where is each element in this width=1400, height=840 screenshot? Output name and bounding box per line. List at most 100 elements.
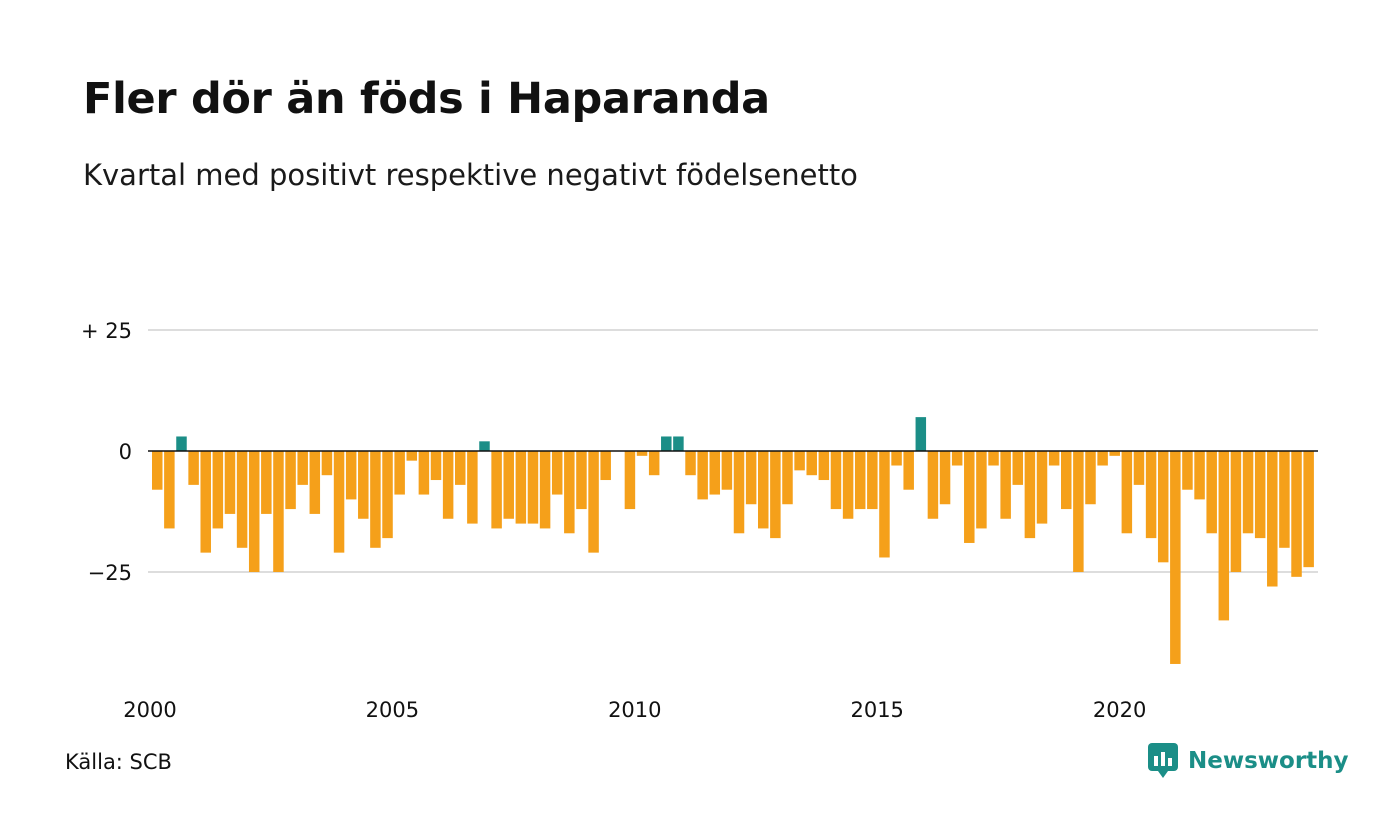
bar-negative (1157, 451, 1169, 563)
bar-negative (188, 451, 199, 485)
bar-negative (467, 451, 478, 524)
y-tick-label: −25 (88, 561, 132, 585)
bar-negative (1230, 451, 1242, 572)
bar-negative (1182, 451, 1193, 490)
newsworthy-logo-icon (1148, 743, 1178, 778)
bar-negative (576, 451, 587, 510)
bar-negative (527, 451, 539, 524)
x-tick-label: 2020 (1093, 698, 1146, 722)
bar-negative (442, 451, 454, 519)
bar-negative (345, 451, 357, 500)
bar-negative (685, 451, 696, 476)
y-tick-label: + 25 (81, 319, 132, 343)
bar-negative (1000, 451, 1011, 519)
bar-negative (1242, 451, 1254, 534)
bar-negative (1061, 451, 1072, 510)
bar-negative (903, 451, 914, 490)
x-tick-label: 2000 (123, 698, 176, 722)
brand-name: Newsworthy (1188, 748, 1349, 774)
bar-negative (321, 451, 333, 476)
bar-negative (1121, 451, 1133, 534)
grid-layer (148, 329, 1318, 573)
bar-negative (1024, 451, 1036, 539)
bar-negative (1073, 451, 1084, 572)
brand-logo: Newsworthy (1148, 743, 1349, 779)
bar-negative (285, 451, 296, 510)
x-tick-label: 2015 (850, 698, 903, 722)
bar-negative (406, 451, 418, 461)
bar-negative (939, 451, 951, 505)
bar-negative (1303, 451, 1314, 568)
bar-negative (236, 451, 248, 548)
bar-negative (745, 451, 757, 505)
bar-negative (333, 451, 345, 553)
bar-negative (1133, 451, 1145, 485)
x-tick-label: 2010 (608, 698, 661, 722)
bar-negative (309, 451, 321, 514)
bar-negative (758, 451, 769, 529)
bar-negative (879, 451, 890, 558)
bar-negative (430, 451, 442, 481)
bar-negative (539, 451, 551, 529)
bar-negative (891, 451, 902, 466)
bar-negative (1109, 451, 1120, 456)
bar-negative (1170, 451, 1181, 664)
bar-negative (624, 451, 636, 510)
bar-positive (176, 436, 187, 451)
bars-layer (152, 417, 1314, 664)
y-tick-label: 0 (119, 440, 132, 464)
bar-negative (806, 451, 817, 476)
bar-negative (1218, 451, 1230, 621)
bar-negative (1097, 451, 1108, 466)
bar-negative (600, 451, 611, 481)
bar-negative (721, 451, 733, 490)
source-note: Källa: SCB (65, 750, 172, 774)
bar-negative (1036, 451, 1048, 524)
bar-negative (382, 451, 393, 539)
bar-negative (152, 451, 163, 490)
bar-negative (782, 451, 793, 505)
bar-negative (370, 451, 381, 548)
bar-negative (927, 451, 939, 519)
bar-negative (964, 451, 975, 543)
bar-negative (1012, 451, 1024, 485)
bar-negative (164, 451, 175, 529)
chart-title: Fler dör än föds i Haparanda (83, 74, 770, 124)
bar-positive (661, 436, 672, 451)
bar-negative (988, 451, 999, 466)
bar-negative (1267, 451, 1278, 587)
bar-negative (1085, 451, 1096, 505)
bar-negative (394, 451, 405, 495)
bar-negative (976, 451, 987, 529)
bar-negative (830, 451, 842, 510)
x-tick-label: 2005 (366, 698, 419, 722)
bar-negative (588, 451, 599, 553)
bar-negative (273, 451, 284, 572)
bar-negative (818, 451, 830, 481)
bar-negative (733, 451, 745, 534)
chart-subtitle: Kvartal med positivt respektive negativt… (83, 158, 858, 192)
bar-positive (673, 436, 684, 451)
bar-negative (1048, 451, 1060, 466)
bar-negative (212, 451, 224, 529)
bar-negative (709, 451, 721, 495)
bar-negative (491, 451, 502, 529)
bar-negative (770, 451, 781, 539)
bar-negative (636, 451, 648, 456)
bar-negative (1291, 451, 1302, 577)
bar-negative (648, 451, 660, 476)
bar-negative (418, 451, 430, 495)
bar-negative (358, 451, 369, 519)
bar-negative (794, 451, 805, 471)
bar-negative (248, 451, 260, 572)
bar-negative (297, 451, 308, 485)
bar-negative (854, 451, 866, 510)
axis-layer: + 25 0 −25 2000 2005 2010 2015 2020 (81, 319, 1318, 722)
bar-negative (1279, 451, 1290, 548)
bar-negative (200, 451, 211, 553)
bar-negative (867, 451, 878, 510)
bar-positive (479, 441, 490, 451)
bar-negative (697, 451, 708, 500)
bar-negative (564, 451, 575, 534)
